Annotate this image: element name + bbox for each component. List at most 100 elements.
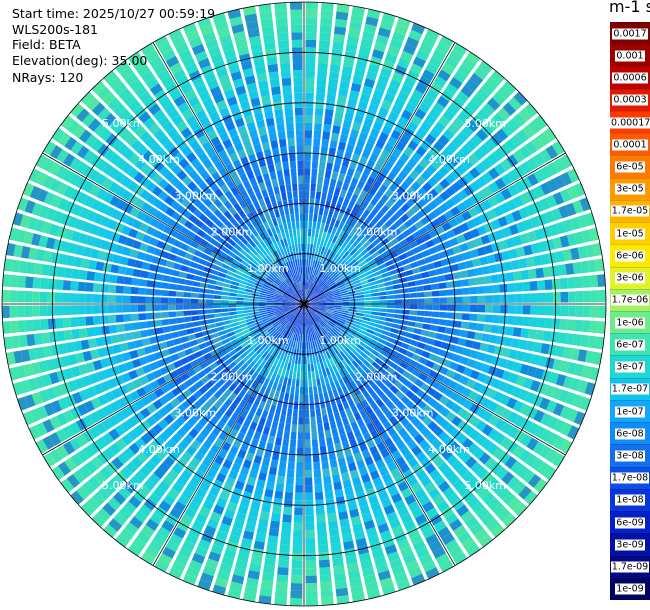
ppi-cell [424,481,437,494]
ppi-cell [180,82,194,95]
ppi-cell [315,339,320,347]
ppi-cell [189,121,202,133]
ppi-cell [349,210,357,219]
ppi-cell [218,149,228,160]
ppi-cell [205,304,214,309]
ppi-cell [447,304,455,312]
ppi-cell [245,242,254,251]
ppi-cell [451,459,464,472]
ppi-cell [256,357,264,365]
ppi-cell [366,273,375,280]
ppi-cell [368,281,377,287]
ppi-cell [272,505,282,515]
ppi-cell [310,297,318,301]
ppi-cell [356,301,365,304]
ppi-cell [319,238,325,247]
ppi-cell [249,405,258,415]
ppi-cell [379,530,392,541]
ppi-cell [296,454,304,463]
ppi-cell [236,432,245,442]
ppi-cell [400,342,410,350]
ppi-cell [477,305,486,313]
ppi-cell [237,316,246,322]
colorbar-level: 1.7e-06 [610,288,650,311]
ppi-cell [310,340,314,349]
ppi-cell [352,203,361,213]
ppi-cell [262,426,271,436]
ppi-cell [306,349,310,357]
ppi-cell [82,429,95,443]
ppi-cell [276,313,284,318]
colorbar-level: 3e-05 [610,177,650,200]
ppi-cell [305,590,318,599]
ppi-cell [255,191,263,201]
ppi-cell [351,239,360,248]
ppi-cell [277,314,285,319]
ppi-cell [386,366,396,375]
ppi-cell [371,49,385,60]
ppi-cell [97,86,111,100]
ppi-cell [502,513,517,528]
ppi-cell [299,386,304,395]
ppi-cell [347,315,355,321]
ppi-cell [389,385,399,395]
ppi-cell [268,327,276,335]
ppi-cell [417,258,426,267]
ppi-cell [298,409,304,418]
ppi-cell [262,230,270,239]
ppi-cell [304,288,307,297]
ppi-cell [285,385,291,394]
ppi-cell [266,264,274,272]
ppi-cell [327,321,335,328]
ppi-cell [376,173,386,184]
ppi-cell [128,153,141,166]
ppi-cell [222,138,233,149]
ppi-cell [389,38,403,50]
ppi-cell [309,294,317,300]
ppi-cell [214,454,225,465]
ppi-cell [344,391,352,401]
ppi-cell [486,118,500,132]
ppi-cell [466,99,480,113]
ppi-cell [320,353,326,362]
ppi-cell [267,354,274,363]
ppi-cell [471,501,485,515]
ppi-cell [188,96,201,108]
ppi-cell [277,325,284,332]
ppi-cell [375,200,385,210]
ppi-cell [533,169,546,183]
ppi-cell [272,270,279,278]
ppi-cell [328,259,335,268]
ppi-cell [352,323,361,329]
ppi-cell [313,252,318,261]
ppi-cell [95,158,108,172]
ppi-cell [85,293,93,303]
ppi-cell [290,24,303,33]
ppi-cell [209,385,219,395]
ppi-cell [397,427,408,438]
ppi-cell [231,235,240,243]
ppi-cell [53,357,63,370]
ppi-cell [394,304,403,309]
ppi-cell [191,552,206,565]
ppi-cell [24,394,36,408]
ppi-cell [337,457,347,467]
ppi-cell [195,164,206,175]
ppi-cell [322,316,330,322]
ppi-cell [90,349,100,360]
ppi-cell [310,183,316,192]
ppi-cell [387,111,399,122]
ppi-cell [386,171,397,182]
ppi-cell [167,488,180,500]
ppi-cell [162,474,175,487]
ppi-cell [469,522,484,536]
ppi-cell [513,195,525,208]
ppi-cell [276,25,289,34]
ppi-cell [280,70,291,79]
colorbar-tick-label: 1.7e-06 [610,294,650,306]
ppi-cell [256,346,264,355]
ppi-cell [177,215,188,226]
ppi-cell [513,400,525,413]
ppi-cell [544,318,553,329]
ppi-cell [258,158,267,168]
